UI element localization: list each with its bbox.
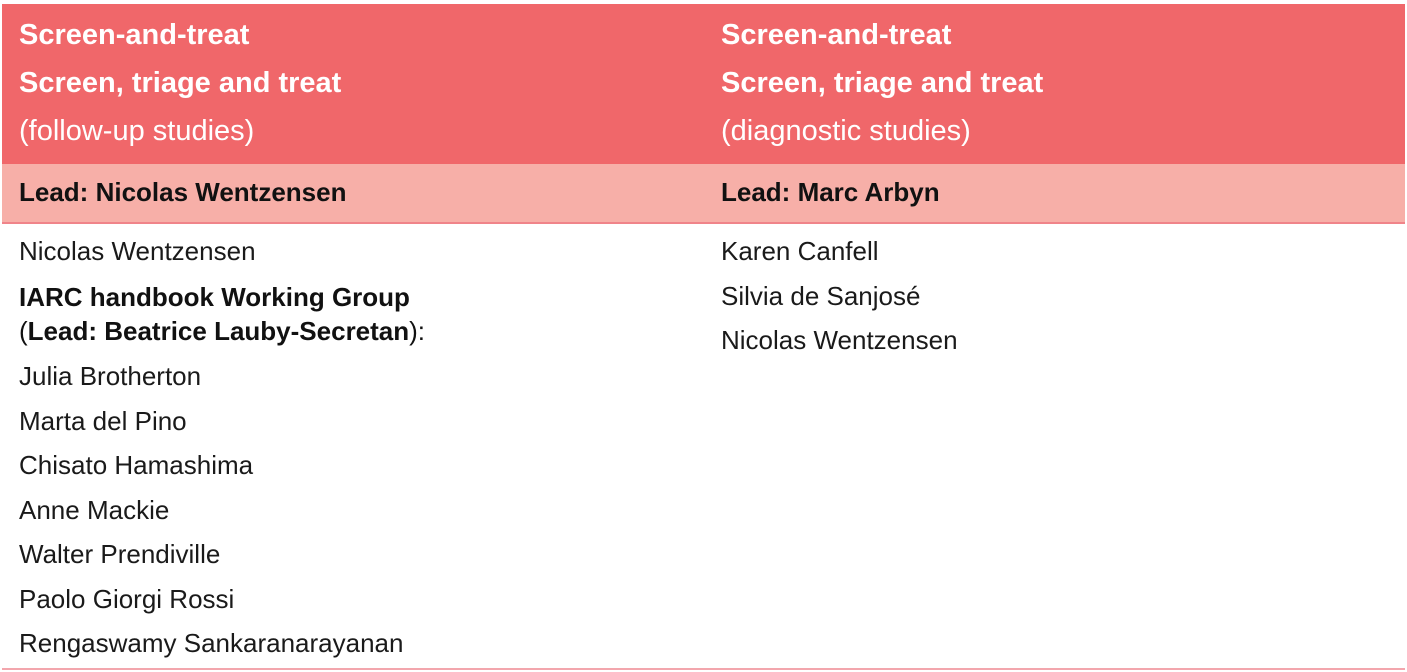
right-member: Karen Canfell bbox=[721, 236, 879, 266]
right-member: Silvia de Sanjosé bbox=[721, 281, 921, 311]
left-member: Marta del Pino bbox=[19, 406, 187, 436]
bottom-rule bbox=[2, 668, 1405, 670]
header-right-line3: (diagnostic studies) bbox=[721, 115, 971, 147]
header-right-line1: Screen-and-treat bbox=[721, 19, 952, 51]
close-paren: ): bbox=[409, 316, 426, 346]
header-right-line2: Screen, triage and treat bbox=[721, 67, 1044, 99]
right-member: Nicolas Wentzensen bbox=[721, 325, 958, 355]
left-member: Anne Mackie bbox=[19, 495, 170, 525]
lead-left: Lead: Nicolas Wentzensen bbox=[19, 177, 347, 207]
lead-row bbox=[2, 164, 1405, 224]
open-paren: ( bbox=[19, 316, 28, 346]
header-left-line3: (follow-up studies) bbox=[19, 115, 255, 147]
working-group-title: IARC handbook Working Group bbox=[19, 280, 410, 314]
header-row bbox=[2, 4, 1405, 164]
left-member: Rengaswamy Sankaranarayanan bbox=[19, 628, 404, 658]
left-member: Chisato Hamashima bbox=[19, 450, 254, 480]
working-group-lead-line: (Lead: Beatrice Lauby-Secretan): bbox=[19, 314, 425, 348]
left-member: Walter Prendiville bbox=[19, 539, 221, 569]
header-left-line1: Screen-and-treat bbox=[19, 19, 250, 51]
lead-right: Lead: Marc Arbyn bbox=[721, 177, 940, 207]
working-group-name: IARC handbook Working Group bbox=[19, 282, 410, 312]
working-group-lead: Lead: Beatrice Lauby-Secretan bbox=[27, 316, 410, 346]
left-member: Julia Brotherton bbox=[19, 361, 202, 391]
left-first-member: Nicolas Wentzensen bbox=[19, 236, 256, 266]
left-member: Paolo Giorgi Rossi bbox=[19, 584, 235, 614]
header-left-line2: Screen, triage and treat bbox=[19, 67, 342, 99]
